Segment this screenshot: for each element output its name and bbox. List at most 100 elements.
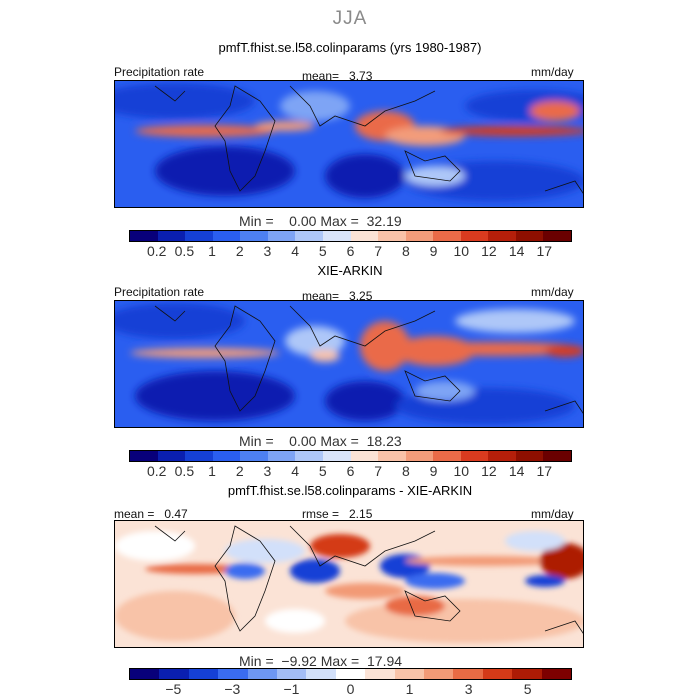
panel-1-colorbar	[129, 230, 572, 242]
colorbar-tick-label: 14	[508, 243, 525, 259]
colorbar-tick-label: 7	[374, 243, 383, 259]
panel-2-colorbar	[129, 450, 572, 462]
colorbar-segment	[543, 451, 571, 461]
colorbar-segment	[130, 669, 160, 679]
colorbar-tick-label: 4	[291, 463, 300, 479]
colorbar-tick-label: 1	[208, 463, 216, 479]
colorbar-segment	[157, 451, 186, 461]
panel-3-units-label: mm/day	[531, 507, 574, 521]
colorbar-tick-label: 5	[523, 681, 532, 697]
colorbar-tick-label: 1	[405, 681, 414, 697]
colorbar-tick-label: 3	[263, 463, 272, 479]
colorbar-segment	[295, 451, 323, 461]
colorbar-tick-label: 2	[235, 243, 244, 259]
panel-1-units-label: mm/day	[531, 65, 574, 79]
colorbar-tick-label: 8	[401, 463, 410, 479]
colorbar-tick-label: 1	[208, 243, 216, 259]
colorbar-segment	[460, 231, 489, 241]
colorbar-tick-label: 0	[346, 681, 355, 697]
colorbar-segment	[394, 669, 425, 679]
colorbar-segment	[157, 231, 186, 241]
colorbar-segment	[515, 451, 544, 461]
colorbar-tick-label: 2	[235, 463, 244, 479]
panel-1-min-max: Min = 0.00 Max = 32.19	[239, 213, 402, 229]
colorbar-tick-label: −5	[165, 681, 182, 697]
colorbar-segment	[267, 451, 296, 461]
colorbar-tick-label: 14	[508, 463, 525, 479]
panel-1-field-label: Precipitation rate	[114, 65, 205, 79]
colorbar-tick-label: 0.5	[174, 463, 195, 479]
panel-3-map	[114, 520, 584, 648]
colorbar-segment	[218, 669, 248, 679]
colorbar-segment	[185, 451, 213, 461]
colorbar-segment	[378, 231, 406, 241]
colorbar-segment	[488, 231, 516, 241]
panel-3-mean-label: mean = 0.47	[114, 507, 188, 521]
colorbar-segment	[365, 669, 395, 679]
colorbar-segment	[482, 669, 513, 679]
colorbar-segment	[188, 669, 219, 679]
colorbar-segment	[543, 231, 571, 241]
panel-1-title: pmfT.fhist.se.l58.colinparams (yrs 1980-…	[218, 40, 482, 55]
panel-3-title: pmfT.fhist.se.l58.colinparams - XIE-ARKI…	[227, 483, 473, 498]
colorbar-segment	[212, 231, 241, 241]
colorbar-segment	[433, 231, 461, 241]
colorbar-segment	[240, 231, 268, 241]
colorbar-tick-label: 0.2	[146, 463, 167, 479]
colorbar-tick-label: 8	[401, 243, 410, 259]
panel-1-mean-label: mean= 3.73	[302, 69, 373, 83]
colorbar-segment	[350, 451, 379, 461]
colorbar-segment	[405, 231, 434, 241]
colorbar-segment	[541, 669, 572, 679]
panel-2-title: XIE-ARKIN	[317, 263, 383, 278]
colorbar-tick-label: 0.2	[146, 243, 167, 259]
colorbar-segment	[130, 451, 158, 461]
panel-1-map	[114, 80, 584, 208]
panel-2-units-label: mm/day	[531, 285, 574, 299]
colorbar-segment	[488, 451, 516, 461]
colorbar-segment	[460, 451, 489, 461]
colorbar-tick-label: 6	[346, 463, 355, 479]
colorbar-tick-label: 5	[318, 463, 327, 479]
colorbar-tick-label: 10	[453, 243, 470, 259]
colorbar-tick-label: 0.5	[174, 243, 195, 259]
panel-2-map	[114, 300, 584, 428]
colorbar-tick-label: 3	[464, 681, 473, 697]
colorbar-segment	[322, 231, 351, 241]
colorbar-tick-label: 17	[536, 243, 553, 259]
panel-3-colorbar	[129, 668, 572, 680]
colorbar-segment	[350, 231, 379, 241]
colorbar-tick-label: 6	[346, 243, 355, 259]
colorbar-tick-label: 12	[481, 463, 497, 479]
colorbar-segment	[159, 669, 189, 679]
colorbar-tick-label: 7	[374, 463, 383, 479]
colorbar-segment	[378, 451, 406, 461]
colorbar-segment	[335, 669, 366, 679]
colorbar-tick-label: 4	[291, 243, 300, 259]
colorbar-segment	[212, 451, 241, 461]
colorbar-segment	[130, 231, 158, 241]
colorbar-tick-label: 5	[318, 243, 327, 259]
colorbar-segment	[306, 669, 336, 679]
colorbar-segment	[512, 669, 542, 679]
season-title: JJA	[332, 8, 368, 29]
colorbar-tick-label: 3	[263, 243, 272, 259]
panel-3-min-max: Min = −9.92 Max = 17.94	[239, 653, 403, 669]
panel-3-rmse-label: rmse = 2.15	[302, 507, 373, 521]
colorbar-segment	[295, 231, 323, 241]
colorbar-segment	[424, 669, 454, 679]
colorbar-segment	[405, 451, 434, 461]
colorbar-tick-label: 17	[536, 463, 553, 479]
colorbar-tick-label: −1	[283, 681, 300, 697]
colorbar-tick-label: 10	[453, 463, 470, 479]
colorbar-tick-label: 9	[429, 463, 438, 479]
colorbar-tick-label: 9	[429, 243, 438, 259]
colorbar-tick-label: 12	[481, 243, 497, 259]
colorbar-segment	[322, 451, 351, 461]
panel-2-mean-label: mean= 3.25	[302, 289, 373, 303]
colorbar-segment	[453, 669, 483, 679]
colorbar-segment	[433, 451, 461, 461]
panel-2-field-label: Precipitation rate	[114, 285, 205, 299]
colorbar-segment	[240, 451, 268, 461]
colorbar-segment	[247, 669, 278, 679]
